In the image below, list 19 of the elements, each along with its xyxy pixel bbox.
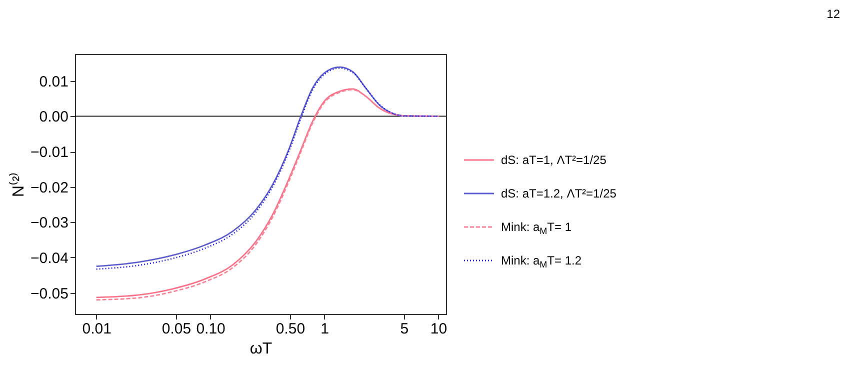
legend-label: dS: aT=1, ΛT²=1/25 xyxy=(501,153,607,167)
y-tick-label: −0.01 xyxy=(30,144,68,161)
legend-label: dS: aT=1.2, ΛT²=1/25 xyxy=(501,186,617,200)
y-tick-label: 0.01 xyxy=(39,73,68,90)
x-axis-title: ωT xyxy=(250,340,272,358)
x-tick-label: 5 xyxy=(400,320,409,338)
y-tick-label: 0.00 xyxy=(39,108,68,126)
x-tick-label: 10 xyxy=(430,320,448,338)
y-axis-title: N⁽²⁾ xyxy=(8,172,28,197)
x-tick-label: 0.50 xyxy=(276,320,306,338)
x-tick-label: 0.05 xyxy=(162,320,192,338)
y-tick-label: −0.02 xyxy=(30,179,68,196)
x-tick-label: 0.10 xyxy=(196,320,226,338)
x-tick-label: 0.01 xyxy=(82,320,112,338)
x-tick-label: 1 xyxy=(320,320,329,338)
y-tick-label: −0.04 xyxy=(30,250,68,267)
y-tick-label: −0.03 xyxy=(30,214,68,232)
y-tick-label: −0.05 xyxy=(30,285,68,302)
text: 12 xyxy=(826,7,840,21)
